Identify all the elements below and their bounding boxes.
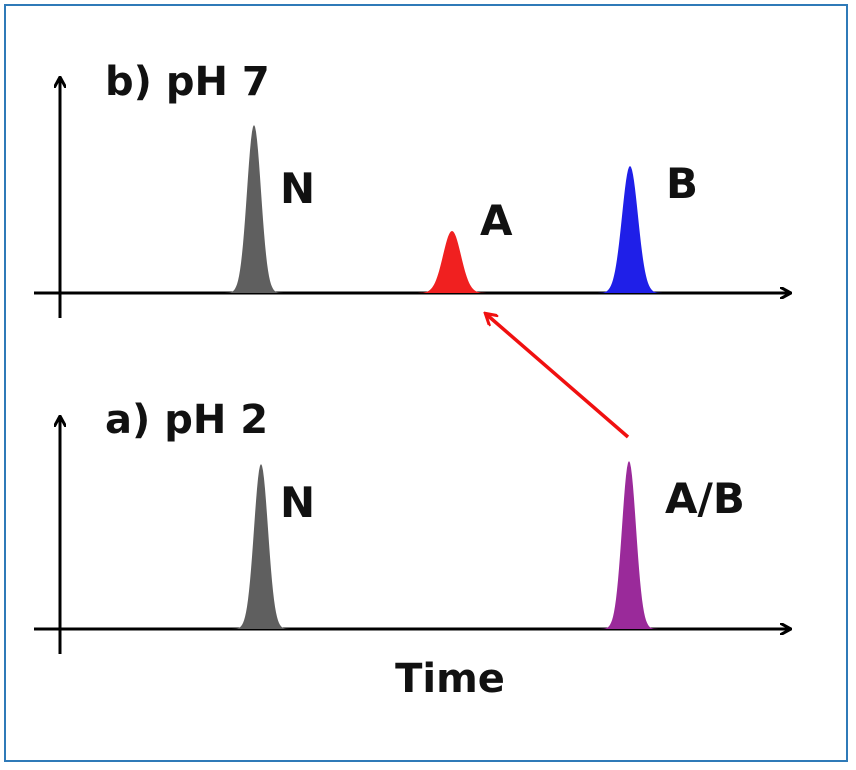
peak-ab-ph2 [581, 461, 677, 629]
peak-label-b-ph7: B [666, 159, 698, 208]
peak-label-n-ph2: N [280, 478, 315, 527]
peak-n-ph2 [213, 464, 309, 629]
panel-ph2: a) pH 2 N A/B [34, 397, 790, 654]
peak-label-a-ph7: A [480, 196, 513, 245]
peak-label-ab-ph2: A/B [665, 474, 745, 523]
panel-title-ph2: a) pH 2 [105, 397, 268, 443]
peak-label-n-ph7: N [280, 164, 315, 213]
shift-arrow [486, 314, 630, 439]
peak-a-ph7 [416, 231, 488, 293]
peak-b-ph7 [582, 166, 678, 293]
figure-frame [4, 4, 848, 762]
panel-title-ph7: b) pH 7 [105, 59, 270, 105]
panel-ph7: b) pH 7 N A B [34, 59, 790, 318]
peak-n-ph7 [206, 125, 302, 293]
x-axis-label: Time [395, 656, 505, 702]
